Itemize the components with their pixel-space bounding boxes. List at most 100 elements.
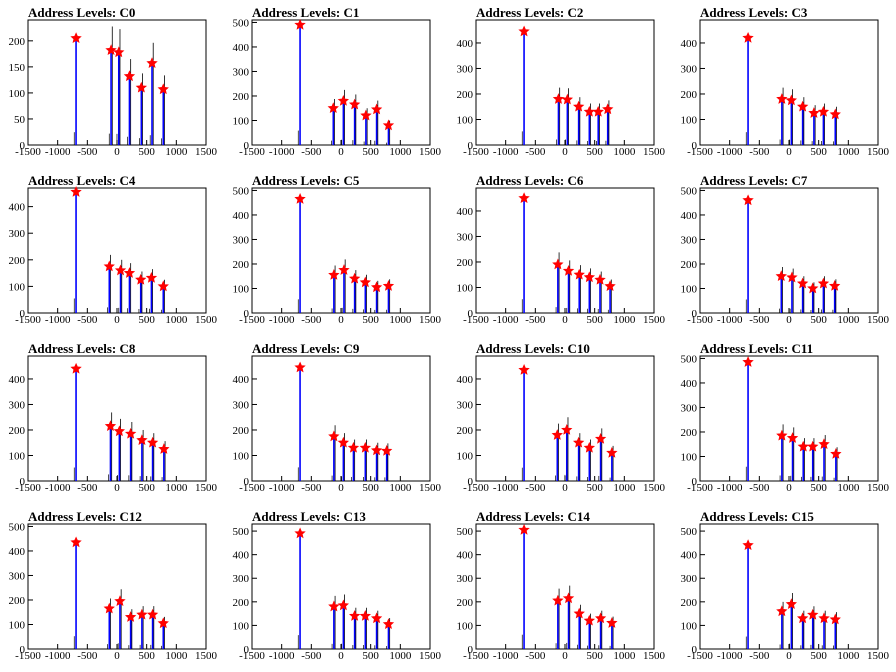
y-tick-label: 0 <box>20 476 26 488</box>
x-tick-label: 500 <box>362 650 379 662</box>
peak-marker <box>518 192 530 204</box>
x-tick-label: 0 <box>338 482 344 494</box>
y-tick-label: 400 <box>233 550 250 562</box>
y-tick-label: 500 <box>457 526 474 538</box>
y-tick-label: 100 <box>233 115 250 127</box>
peak-marker <box>785 598 798 610</box>
peak-marker <box>552 594 564 606</box>
plot-frame <box>251 187 431 314</box>
chart-svg: 0 100 200 300 400 -1500 -1000 -500 0 500 1000 1500 <box>9 186 218 326</box>
x-tick-label: -1000 <box>45 650 71 662</box>
peak-marker <box>103 260 115 272</box>
peak-marker <box>776 605 788 617</box>
chart-title: Address Levels: C3 <box>700 5 808 20</box>
x-tick-label: 1500 <box>643 650 666 662</box>
peak-marker <box>123 70 136 82</box>
y-tick-label: 0 <box>692 644 698 656</box>
y-tick-label: 200 <box>9 36 26 48</box>
chart-svg: 0 50 100 150 200 -1500 -1000 -500 0 500 1000 1500 <box>9 19 218 158</box>
x-tick-label: -500 <box>301 146 322 158</box>
peak-marker <box>294 18 306 30</box>
x-tick-label: 0 <box>114 146 120 158</box>
chart-panel: Address Levels: C9 0 100 200 300 400 -1500 -100… <box>224 336 448 504</box>
chart-svg: 0 100 200 300 400 500 -1500 -1000 -500 0 500 1000 15… <box>681 185 890 326</box>
peak-marker <box>70 362 82 374</box>
x-tick-label: -1000 <box>493 650 519 662</box>
plot-frame <box>251 355 431 482</box>
y-tick-label: 200 <box>681 259 698 271</box>
y-tick-label: 200 <box>233 91 250 103</box>
chart-svg: 0 100 200 300 400 -1500 -1000 -500 0 500 1000 1500 <box>233 355 442 494</box>
x-tick-label: -1000 <box>269 482 295 494</box>
peak-marker <box>796 277 809 289</box>
y-tick-label: 300 <box>9 399 26 411</box>
chart-panel: Address Levels: C7 0 100 200 300 400 500 -1500-… <box>672 168 896 336</box>
x-tick-label: -1500 <box>15 650 41 662</box>
x-tick-label: 500 <box>138 650 155 662</box>
chart-panel: Address Levels: C4 0 100 200 300 400 -1500 -100… <box>0 168 224 336</box>
peak-marker <box>294 193 306 204</box>
chart-panel: Address Levels: C0 0 50 100 150 200 -1500 -1000… <box>0 0 224 168</box>
y-tick-label: 100 <box>457 114 474 126</box>
x-tick-label: 1000 <box>389 650 412 662</box>
plot-frame <box>475 187 655 314</box>
peak-marker <box>382 618 395 630</box>
peak-marker <box>157 83 169 95</box>
peak-marker <box>359 441 372 453</box>
y-tick-label: 200 <box>457 425 474 437</box>
y-tick-label: 200 <box>681 427 698 439</box>
peak-marker <box>594 612 607 624</box>
x-tick-label: 1500 <box>643 146 666 158</box>
y-tick-label: 100 <box>457 450 474 462</box>
y-tick-label: 500 <box>233 526 250 538</box>
y-tick-label: 300 <box>9 228 26 240</box>
peak-marker <box>742 31 754 43</box>
peak-marker <box>145 271 158 283</box>
y-tick-label: 0 <box>20 140 26 152</box>
x-tick-label: 1000 <box>389 482 412 494</box>
x-tick-label: 500 <box>586 482 603 494</box>
chart-title: Address Levels: C11 <box>700 341 814 356</box>
peak-marker <box>561 93 574 105</box>
x-tick-label: 1000 <box>613 314 636 326</box>
y-tick-label: 200 <box>457 89 474 101</box>
x-tick-label: 500 <box>138 146 155 158</box>
y-tick-label: 500 <box>9 521 26 533</box>
peak-marker <box>135 273 147 285</box>
y-tick-label: 0 <box>244 644 250 656</box>
x-tick-label: 500 <box>586 314 603 326</box>
y-tick-label: 300 <box>233 573 250 585</box>
x-tick-label: 0 <box>786 146 792 158</box>
x-tick-label: -1500 <box>687 314 713 326</box>
peak-marker <box>114 595 126 607</box>
chart-title: Address Levels: C15 <box>700 509 814 524</box>
plot-frame <box>251 19 431 146</box>
x-tick-label: -1000 <box>493 314 519 326</box>
chart-title: Address Levels: C12 <box>28 509 142 524</box>
y-tick-label: 400 <box>9 546 26 558</box>
chart-title: Address Levels: C8 <box>28 341 136 356</box>
chart-svg: 0 100 200 300 400 500 -1500 -1000 -500 0 500 1000 15… <box>233 17 442 158</box>
peak-marker <box>359 276 372 288</box>
y-tick-label: 0 <box>244 476 250 488</box>
x-tick-label: -500 <box>525 314 546 326</box>
y-tick-label: 300 <box>457 573 474 585</box>
y-tick-label: 100 <box>681 451 698 463</box>
chart-title: Address Levels: C10 <box>476 341 590 356</box>
chart-svg: 0 100 200 300 400 500 -1500 -1000 -500 0 500 1000 15… <box>457 523 666 662</box>
x-tick-label: 0 <box>338 314 344 326</box>
x-tick-label: 500 <box>586 146 603 158</box>
peak-marker <box>602 103 614 115</box>
chart-panel: Address Levels: C8 0 100 200 300 400 -1500 -100… <box>0 336 224 504</box>
x-tick-label: -1500 <box>463 314 489 326</box>
peak-marker <box>552 258 564 270</box>
x-tick-label: 500 <box>362 482 379 494</box>
chart-title: Address Levels: C0 <box>28 5 136 20</box>
peak-marker <box>360 109 372 121</box>
y-tick-label: 100 <box>233 450 250 462</box>
peak-marker <box>158 443 170 454</box>
y-tick-label: 100 <box>9 619 26 631</box>
peak-marker <box>136 434 148 446</box>
x-tick-label: 1500 <box>195 650 218 662</box>
plot-frame <box>699 187 879 314</box>
